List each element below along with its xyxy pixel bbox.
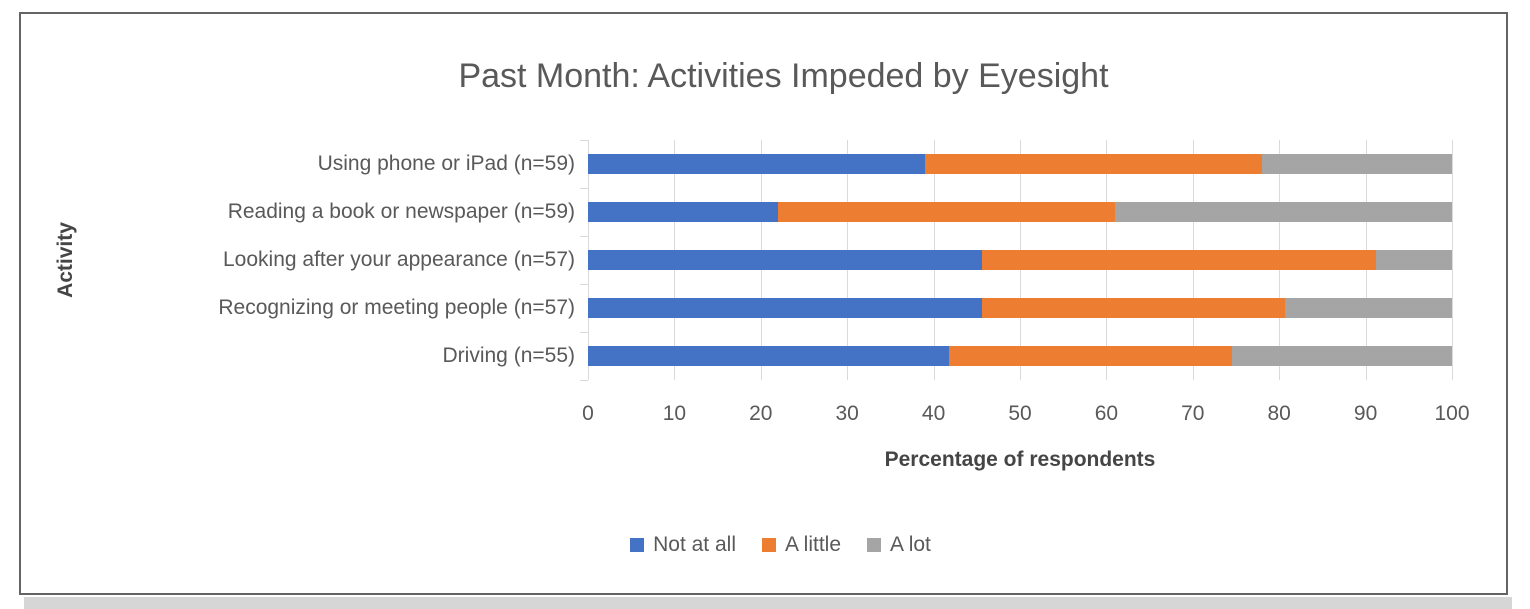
bar-row-1: [588, 202, 1452, 222]
x-tick-label-90: 90: [1353, 402, 1378, 425]
legend-item-a-lot: A lot: [867, 533, 931, 557]
bar-segment-not-at-all: [588, 346, 950, 366]
bar-segment-a-little: [924, 154, 1262, 174]
bar-segment-not-at-all: [588, 298, 982, 318]
bar-segment-a-little: [981, 250, 1376, 270]
bar-row-4: [588, 346, 1452, 366]
category-label-2: Looking after your appearance (n=57): [223, 248, 575, 271]
bar-segment-a-little: [981, 298, 1286, 318]
y-axis-tick: [580, 332, 588, 333]
page-shadow: [24, 597, 1512, 609]
bar-row-2: [588, 250, 1452, 270]
bar-segment-a-lot: [1285, 298, 1452, 318]
legend-label: A little: [784, 533, 842, 556]
category-label-1: Reading a book or newspaper (n=59): [227, 200, 575, 223]
bar-segment-a-little: [778, 202, 1116, 222]
bar-segment-a-lot: [1231, 346, 1452, 366]
x-axis-title: Percentage of respondents: [884, 448, 1156, 471]
x-tick-label-80: 80: [1267, 402, 1291, 425]
bar-segment-a-lot: [1261, 154, 1452, 174]
x-tick-label-60: 60: [1094, 402, 1119, 425]
chart-title: Past Month: Activities Impeded by Eyesig…: [458, 57, 1109, 95]
x-tick-label-50: 50: [1008, 402, 1032, 425]
y-axis-tick: [580, 380, 588, 381]
bar-segment-not-at-all: [588, 250, 982, 270]
bar-segment-not-at-all: [588, 154, 925, 174]
x-tick-label-70: 70: [1181, 402, 1205, 425]
plot-area: [580, 140, 1453, 381]
bar-segment-a-little: [949, 346, 1232, 366]
legend-label: Not at all: [653, 533, 736, 556]
bar-segment-not-at-all: [588, 202, 779, 222]
bar-segment-a-lot: [1115, 202, 1452, 222]
x-tick-label-30: 30: [835, 402, 859, 425]
category-label-4: Driving (n=55): [442, 344, 575, 367]
legend-item-not-at-all: Not at all: [630, 533, 736, 557]
bar-row-0: [588, 154, 1452, 174]
legend-item-a-little: A little: [761, 533, 842, 557]
legend-swatch-icon: [867, 538, 882, 552]
x-tick-label-100: 100: [1434, 402, 1470, 425]
x-tick-label-40: 40: [921, 402, 946, 425]
legend-label: A lot: [890, 533, 931, 556]
x-tick-label-0: 0: [582, 402, 594, 425]
y-axis-tick: [580, 236, 588, 237]
legend-swatch-icon: [630, 538, 645, 552]
legend-swatch-icon: [761, 538, 776, 552]
bar-segment-a-lot: [1375, 250, 1452, 270]
category-label-3: Recognizing or meeting people (n=57): [218, 296, 575, 319]
category-label-0: Using phone or iPad (n=59): [317, 152, 575, 175]
x-tick-label-10: 10: [662, 402, 687, 425]
legend: Not at all A little A lot: [19, 533, 1508, 557]
y-axis-tick: [580, 140, 588, 141]
gridline-x-100: [1452, 140, 1453, 380]
bar-row-3: [588, 298, 1452, 318]
x-tick-label-20: 20: [749, 402, 773, 425]
y-axis-tick: [580, 188, 588, 189]
y-axis-tick: [580, 284, 588, 285]
